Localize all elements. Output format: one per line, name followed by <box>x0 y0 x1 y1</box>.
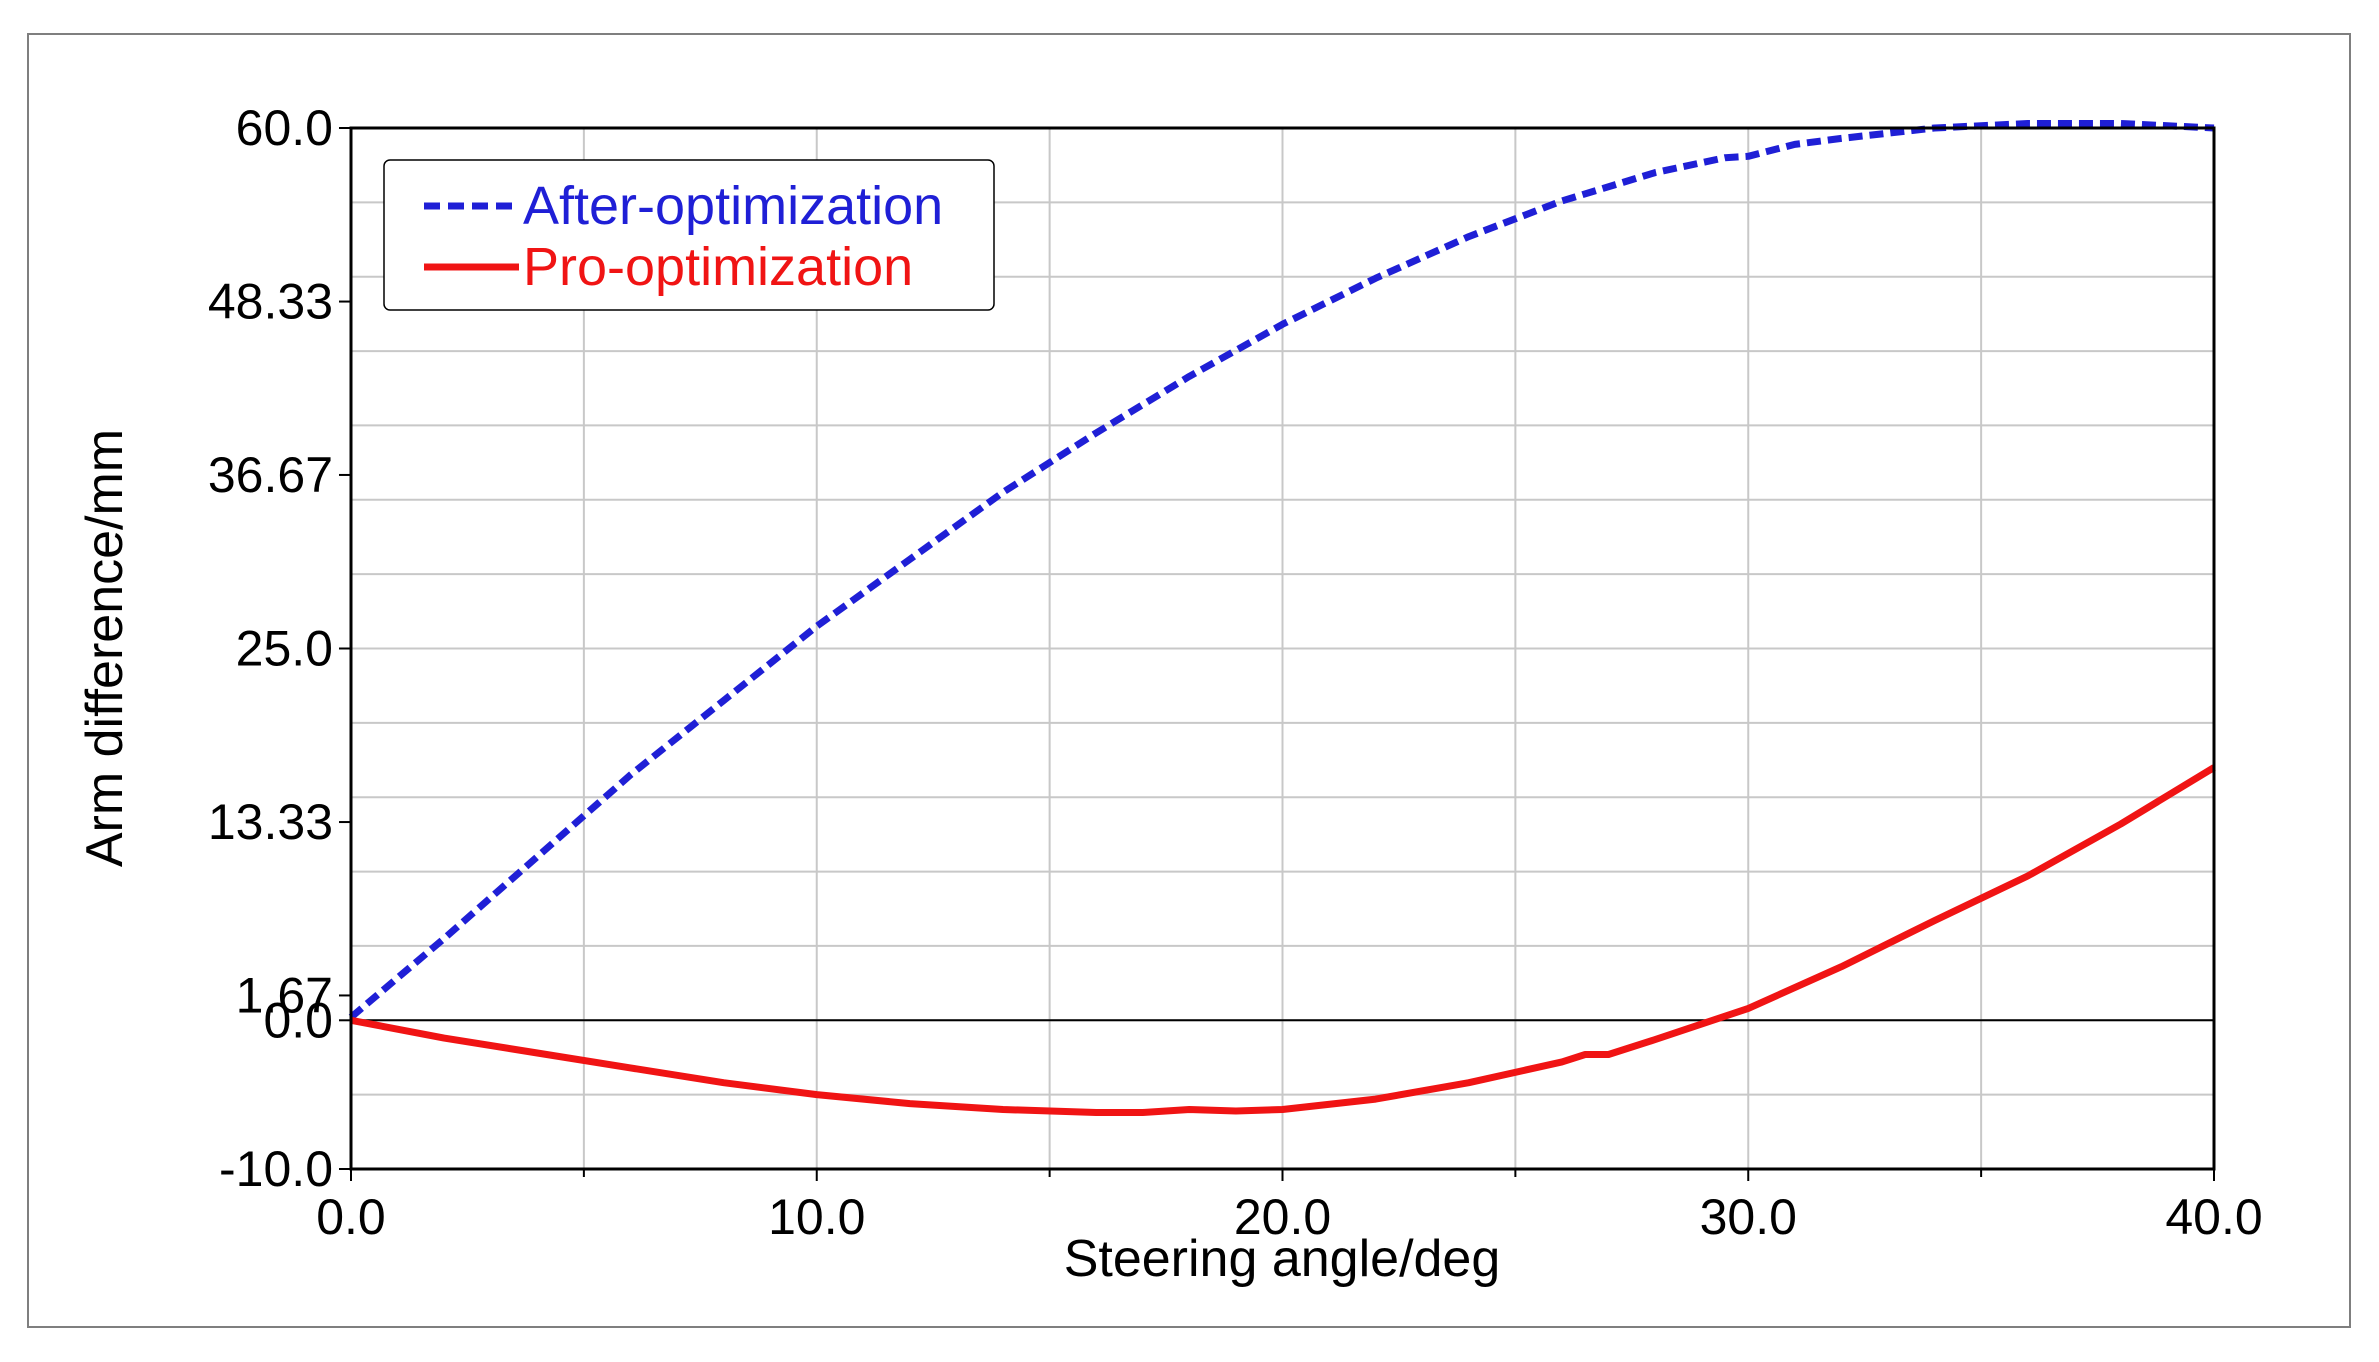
y-tick-label: -10.0 <box>219 1141 333 1197</box>
x-axis-label: Steering angle/deg <box>1064 1230 1501 1288</box>
y-ticks: 60.0 48.33 36.67 25.0 13.33 1.670.0 -10.0 <box>208 100 351 1197</box>
chart-frame: 0.0 10.0 20.0 30.0 40.0 60.0 48.33 36.67 25.0 13… <box>27 33 2351 1328</box>
grid-lines <box>351 128 2214 1169</box>
legend-box <box>383 159 995 311</box>
x-tick-label: 10.0 <box>768 1189 865 1245</box>
x-tick-label: 0.0 <box>316 1189 386 1245</box>
legend-label-pro-optimization: Pro-optimization <box>523 237 913 297</box>
series-lines <box>348 120 2216 1116</box>
line-chart: 0.0 10.0 20.0 30.0 40.0 60.0 48.33 36.67 25.0 13… <box>76 100 2263 1288</box>
series-line-pro-optimization <box>350 764 2216 1116</box>
y-axis-label: Arm difference/mm <box>76 429 134 867</box>
x-ticks: 0.0 10.0 20.0 30.0 40.0 <box>316 1169 2263 1245</box>
legend: After-optimization Pro-optimization <box>383 159 995 311</box>
y-tick-label: 0.0 <box>263 992 333 1048</box>
y-tick-label: 25.0 <box>236 621 333 677</box>
x-tick-label: 40.0 <box>2165 1189 2262 1245</box>
legend-label-after-optimization: After-optimization <box>523 176 943 236</box>
series-line-after-optimization <box>348 120 2215 1020</box>
y-tick-label: 13.33 <box>208 794 333 850</box>
x-tick-label: 20.0 <box>1234 1189 1331 1245</box>
y-tick-label: 48.33 <box>208 274 333 330</box>
y-tick-label: 36.67 <box>208 447 333 503</box>
y-tick-label: 60.0 <box>236 100 333 156</box>
x-tick-label: 30.0 <box>1700 1189 1797 1245</box>
y-tick-label: 1.67 <box>236 967 333 1023</box>
